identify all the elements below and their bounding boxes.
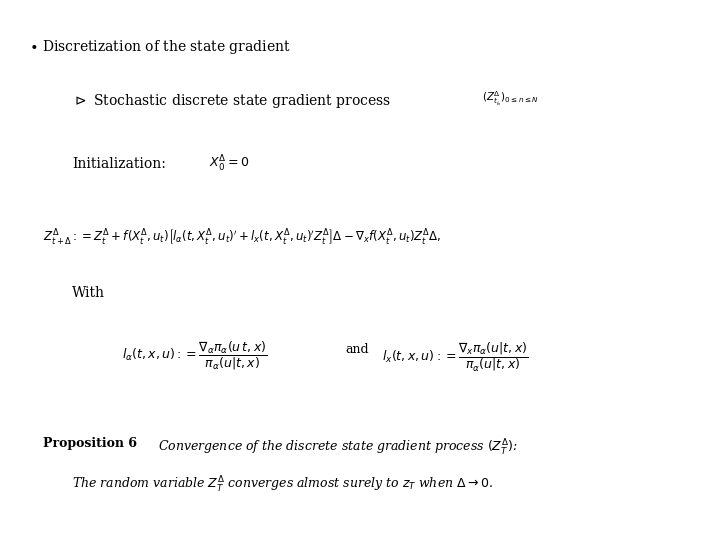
Text: The random variable $Z^{\Delta}_T$ converges almost surely to $z_T$ when $\Delta: The random variable $Z^{\Delta}_T$ conve…	[72, 475, 493, 495]
Text: Proposition 6: Proposition 6	[43, 437, 138, 450]
Text: Initialization:: Initialization:	[72, 157, 166, 171]
Text: $\bullet$ Discretization of the state gradient: $\bullet$ Discretization of the state gr…	[29, 38, 290, 56]
Text: $\vartriangleright$ Stochastic discrete state gradient process: $\vartriangleright$ Stochastic discrete …	[72, 92, 391, 110]
Text: and: and	[346, 343, 369, 356]
Text: $X_0^{\Delta} = 0$: $X_0^{\Delta} = 0$	[209, 154, 250, 174]
Text: With: With	[72, 286, 105, 300]
Text: $l_{\alpha}(t,x,u) := \dfrac{\nabla_{\alpha}\pi_{\alpha}(u\,t,x)}{\pi_{\alpha}(u: $l_{\alpha}(t,x,u) := \dfrac{\nabla_{\al…	[122, 340, 268, 372]
Text: $(Z^{\Delta}_{t_{i_n}})_{0 \leq n \leq N}$: $(Z^{\Delta}_{t_{i_n}})_{0 \leq n \leq N…	[482, 89, 539, 108]
Text: $Z^{\Delta}_{t+\Delta} := Z^{\Delta}_t + f(X^{\Delta}_t, u_t)\left[l_{\alpha}(t,: $Z^{\Delta}_{t+\Delta} := Z^{\Delta}_t +…	[43, 227, 441, 247]
Text: $l_x(t,x,u) := \dfrac{\nabla_x \pi_{\alpha}(u|t,x)}{\pi_{\alpha}(u|t,x)}$: $l_x(t,x,u) := \dfrac{\nabla_x \pi_{\alp…	[382, 340, 528, 373]
Text: Convergence of the discrete state gradient process $(Z^{\Delta}_T)$:: Convergence of the discrete state gradie…	[158, 437, 518, 457]
